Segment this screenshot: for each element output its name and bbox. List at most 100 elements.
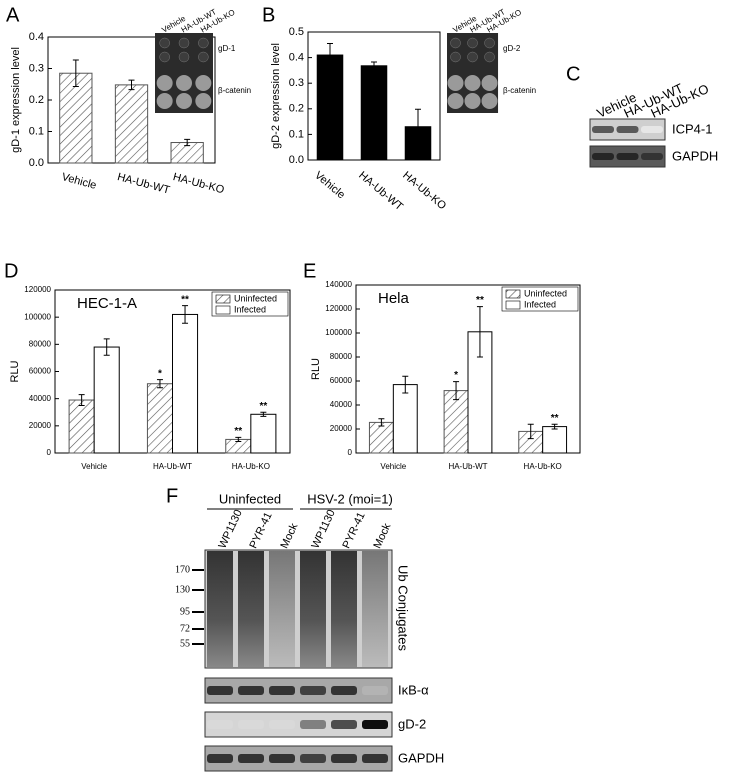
x-tick-label: HA-Ub-KO <box>172 171 226 196</box>
inset-spot <box>467 37 478 49</box>
blot-band <box>362 720 388 729</box>
blot-strip <box>204 711 393 738</box>
inset-spot <box>156 75 173 91</box>
x-tick-label: HA-Ub-KO <box>232 462 270 471</box>
inset-row-label: β-catenin <box>218 86 251 95</box>
chart-title: Hela <box>378 290 410 307</box>
panel-letter: D <box>4 260 18 282</box>
y-tick-label: 0.3 <box>29 62 44 74</box>
inset-spot <box>447 93 464 109</box>
bar <box>68 399 95 454</box>
y-tick-label: 0.1 <box>289 128 304 140</box>
row-label: gD-2 <box>398 716 426 731</box>
legend-label: Uninfected <box>234 293 277 303</box>
error-bar <box>371 61 377 71</box>
y-tick-label: 20000 <box>29 421 52 430</box>
inset-spot <box>484 51 495 63</box>
blot-band <box>331 754 357 763</box>
panel-letter: A <box>6 4 20 26</box>
inset-spot <box>198 51 209 63</box>
error-bar <box>128 79 135 91</box>
blot-strip <box>204 745 393 772</box>
error-bar <box>78 394 85 406</box>
x-tick-label: HA-Ub-WT <box>448 462 487 471</box>
row-label: GAPDH <box>672 148 718 163</box>
blot-band <box>238 686 264 695</box>
inset-spot <box>481 75 498 91</box>
lane-label: Mock <box>371 521 393 550</box>
legend-swatch <box>505 289 521 299</box>
x-tick-label: Vehicle <box>60 171 97 192</box>
significance-marker: * <box>158 368 162 379</box>
y-tick-label: 0.2 <box>289 103 304 115</box>
y-axis-label: RLU <box>9 360 21 382</box>
blot-band <box>592 153 614 160</box>
blot-band <box>207 686 233 695</box>
inset-spot <box>481 93 498 109</box>
inset-spot <box>447 75 464 91</box>
inset-spot <box>178 51 190 63</box>
x-tick-label: HA-Ub-KO <box>524 462 562 471</box>
error-bar <box>527 423 534 440</box>
bar <box>146 383 173 454</box>
chart-title: HEC-1-A <box>77 295 137 312</box>
legend-swatch <box>215 305 231 315</box>
error-bar <box>415 108 421 145</box>
blot-band <box>238 754 264 763</box>
lane-label: Mock <box>278 521 300 550</box>
panel-letter: E <box>303 260 316 282</box>
y-tick-label: 60000 <box>29 367 52 376</box>
blot-band <box>269 720 295 729</box>
y-tick-label: 120000 <box>325 304 352 313</box>
inset-spot <box>159 37 170 49</box>
error-bar <box>551 423 558 430</box>
y-tick-label: 40000 <box>29 394 52 403</box>
blot-band <box>331 686 357 695</box>
mw-label: 55 <box>180 638 190 649</box>
y-tick-label: 80000 <box>330 352 353 361</box>
lane-label: WP1130 <box>309 508 337 551</box>
significance-marker: ** <box>234 426 242 437</box>
blot-band <box>616 153 639 160</box>
blot-band <box>300 720 326 729</box>
lane-label: PYR-41 <box>340 511 367 551</box>
inset-spot <box>464 93 481 109</box>
bar <box>316 54 344 161</box>
y-tick-label: 0.4 <box>29 31 44 43</box>
inset-spot <box>195 93 212 109</box>
y-tick-label: 0.2 <box>29 94 44 106</box>
y-tick-label: 0.4 <box>289 52 304 64</box>
significance-marker: * <box>454 370 458 381</box>
blot-band <box>641 126 663 133</box>
error-bar <box>327 43 333 68</box>
y-axis-label: gD-1 expression level <box>10 47 22 153</box>
x-tick-label: Vehicle <box>81 462 107 471</box>
bar <box>172 313 199 454</box>
inset-row-label: β-catenin <box>503 86 536 95</box>
y-tick-label: 0 <box>47 448 52 457</box>
error-bar <box>260 411 267 417</box>
y-tick-label: 0.0 <box>29 157 44 169</box>
bar <box>250 413 277 454</box>
mw-label: 130 <box>175 584 190 595</box>
panel-letter: B <box>262 4 275 26</box>
blot-band <box>331 720 357 729</box>
lane-label: WP1130 <box>216 508 244 551</box>
group-label: HSV-2 (moi=1) <box>307 491 393 506</box>
blot-band <box>300 754 326 763</box>
y-tick-label: 0.1 <box>29 125 44 137</box>
blot-band <box>207 754 233 763</box>
y-axis-label: RLU <box>310 358 322 380</box>
x-tick-label: HA-Ub-WT <box>116 171 171 197</box>
error-bar <box>378 418 385 427</box>
y-tick-label: 60000 <box>330 376 353 385</box>
legend-swatch <box>215 294 231 304</box>
panel-letter: C <box>566 63 580 85</box>
y-tick-label: 20000 <box>330 424 353 433</box>
y-tick-label: 0.3 <box>289 77 304 89</box>
row-label: Ub Conjugates <box>396 565 411 651</box>
bar <box>368 421 394 454</box>
legend-swatch <box>505 300 521 310</box>
error-bar <box>476 306 483 358</box>
